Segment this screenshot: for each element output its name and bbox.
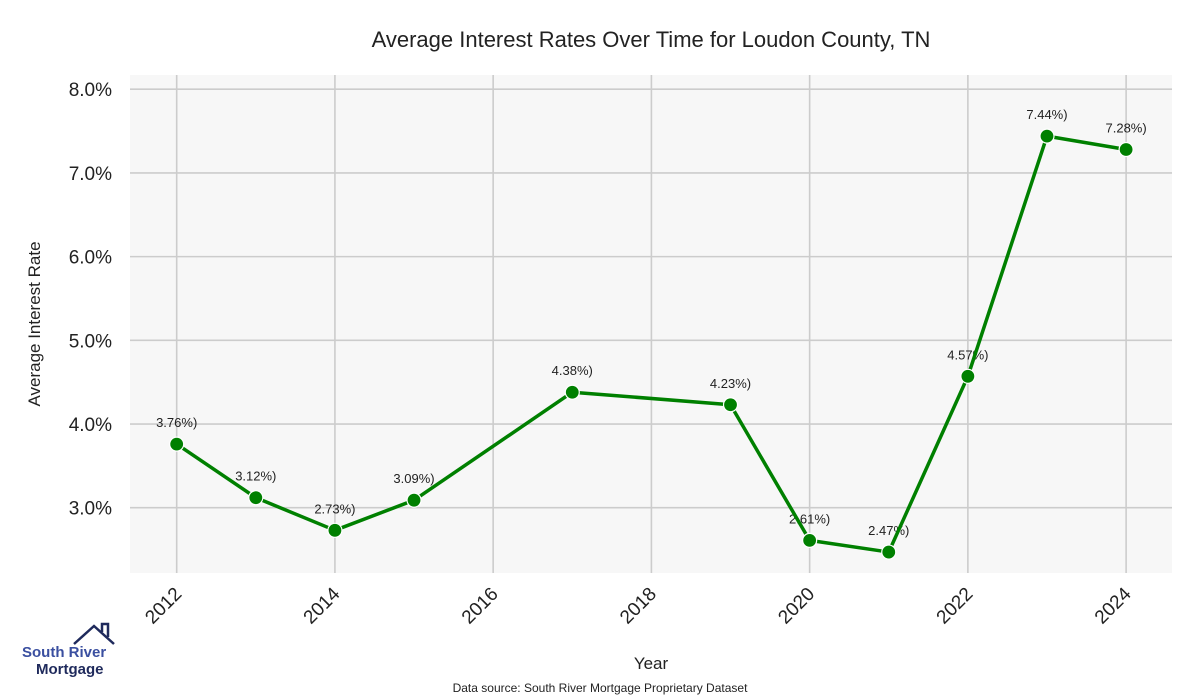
data-point <box>169 436 185 452</box>
data-point <box>1118 141 1134 158</box>
data-point <box>406 492 422 508</box>
data-label: 2.47%) <box>868 523 909 538</box>
data-point <box>248 490 264 506</box>
x-tick-label: 2020 <box>774 584 819 629</box>
house-roof-icon <box>73 622 115 645</box>
data-point <box>960 368 976 384</box>
data-point <box>881 544 897 560</box>
y-tick-label: 4.0% <box>69 415 112 436</box>
x-tick-label: 2022 <box>933 584 978 629</box>
data-point <box>722 397 739 413</box>
source-note: Data source: South River Mortgage Propri… <box>453 681 748 695</box>
data-label: 3.76%) <box>156 415 197 430</box>
data-label: 7.44%) <box>1026 107 1067 122</box>
logo-line-2: Mortgage <box>36 661 104 678</box>
y-tick-label: 8.0% <box>69 80 112 101</box>
x-tick-label: 2018 <box>616 584 661 629</box>
y-axis-label: Average Interest Rate <box>25 241 44 406</box>
data-label: 2.73%) <box>314 501 355 516</box>
data-label: 3.09%) <box>393 471 434 486</box>
south-river-mortgage-logo: South River Mortgage <box>22 620 122 680</box>
x-tick-label: 2012 <box>141 584 186 629</box>
data-point <box>802 532 818 548</box>
data-label: 3.12%) <box>235 469 276 484</box>
data-label: 4.23%) <box>710 376 751 391</box>
y-tick-label: 7.0% <box>69 164 112 185</box>
x-tick-label: 2024 <box>1091 583 1136 628</box>
data-point <box>564 384 580 400</box>
data-point <box>1039 128 1055 144</box>
x-axis-label: Year <box>634 654 669 673</box>
y-tick-label: 3.0% <box>69 499 112 520</box>
x-tick-label: 2016 <box>458 584 503 629</box>
data-label: 4.57%) <box>947 347 988 362</box>
y-tick-label: 5.0% <box>69 331 112 352</box>
logo-line-1: South River <box>22 644 107 661</box>
data-label: 7.28%) <box>1106 120 1147 135</box>
data-label: 4.38%) <box>552 363 593 378</box>
data-point <box>327 522 343 538</box>
chart-title: Average Interest Rates Over Time for Lou… <box>372 27 931 52</box>
x-tick-label: 2014 <box>300 583 345 628</box>
y-tick-label: 6.0% <box>69 248 112 269</box>
